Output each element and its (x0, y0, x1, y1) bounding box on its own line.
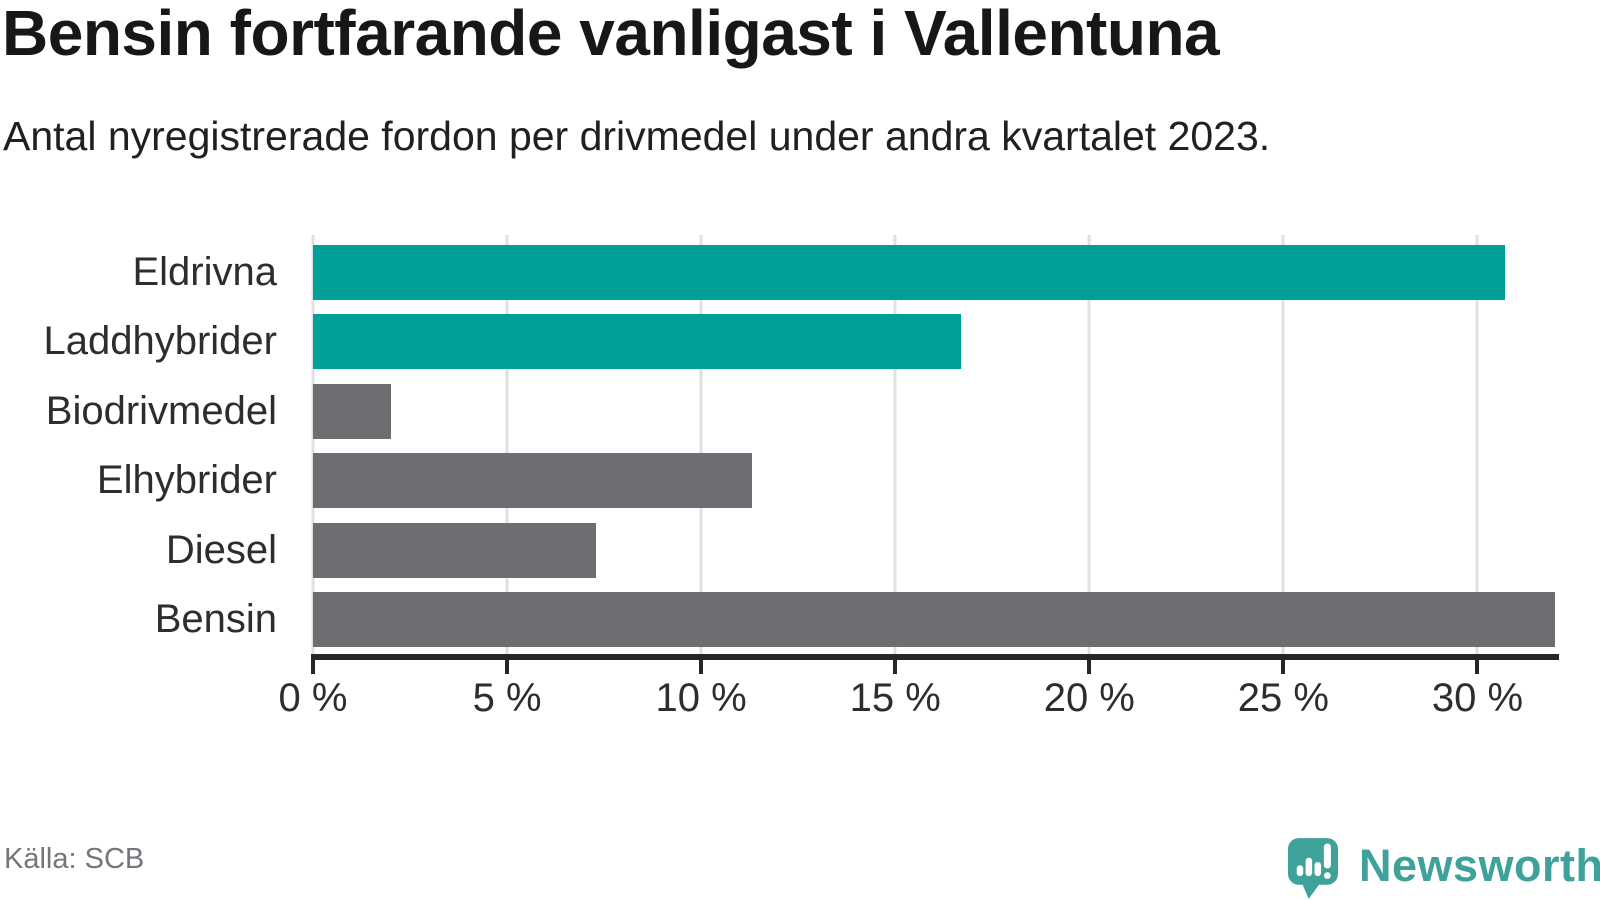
source-note: Källa: SCB (4, 843, 145, 875)
tick-mark-25 (1281, 660, 1286, 674)
tick-mark-5 (505, 660, 510, 674)
gridline-20 (1087, 235, 1091, 654)
plot-area (311, 235, 1557, 654)
tick-label-0: 0 % (278, 676, 348, 720)
tick-mark-20 (1087, 660, 1092, 674)
tick-mark-10 (699, 660, 704, 674)
newsworthy-speech-bubble-barchart-icon (1288, 838, 1338, 899)
tick-label-15: 15 % (849, 676, 941, 720)
gridline-25 (1281, 235, 1285, 654)
category-label-elhybrider: Elhybrider (96, 458, 277, 503)
tick-label-5: 5 % (472, 676, 542, 720)
category-label-laddhybrider: Laddhybrider (43, 319, 278, 364)
bar-diesel (313, 522, 597, 578)
tick-label-10: 10 % (655, 676, 747, 720)
x-axis-tick-labels: 0 % 5 % 10 % 15 % 20 % 25 % 30 % (279, 676, 1557, 722)
gridline-0 (311, 235, 315, 654)
category-label-bensin: Bensin (154, 597, 277, 641)
tick-label-25: 25 % (1237, 676, 1329, 720)
bar-laddhybrider (313, 314, 962, 370)
category-label-biodrivmedel: Biodrivmedel (45, 388, 277, 433)
newsworthy-logo: Newsworthy (1288, 838, 1600, 899)
tick-label-30: 30 % (1431, 676, 1524, 720)
gridline-30 (1475, 235, 1479, 654)
bar-bensin (313, 592, 1556, 647)
x-axis-tick-marks (311, 660, 1557, 674)
gridline-15 (893, 235, 897, 654)
tick-mark-0 (311, 660, 315, 674)
gridline-5 (505, 235, 509, 654)
chart-subtitle: Antal nyregistrerade fordon per drivmede… (3, 113, 1271, 159)
bar-eldrivna (313, 245, 1505, 300)
category-label-diesel: Diesel (165, 527, 277, 572)
tick-label-20: 20 % (1043, 676, 1135, 720)
bar-biodrivmedel (313, 383, 391, 439)
bar-elhybrider (313, 453, 752, 509)
category-labels: Eldrivna Laddhybrider Biodrivmedel Elhybrid… (0, 235, 278, 654)
category-label-eldrivna: Eldrivna (132, 250, 277, 294)
x-axis-line (311, 654, 1559, 660)
tick-mark-15 (893, 660, 898, 674)
chart-title: Bensin fortfarande vanligast i Vallentun… (2, 0, 1220, 69)
newsworthy-logo-text: Newsworthy (1359, 840, 1600, 891)
tick-mark-30 (1475, 660, 1480, 674)
gridline-10 (699, 235, 703, 654)
